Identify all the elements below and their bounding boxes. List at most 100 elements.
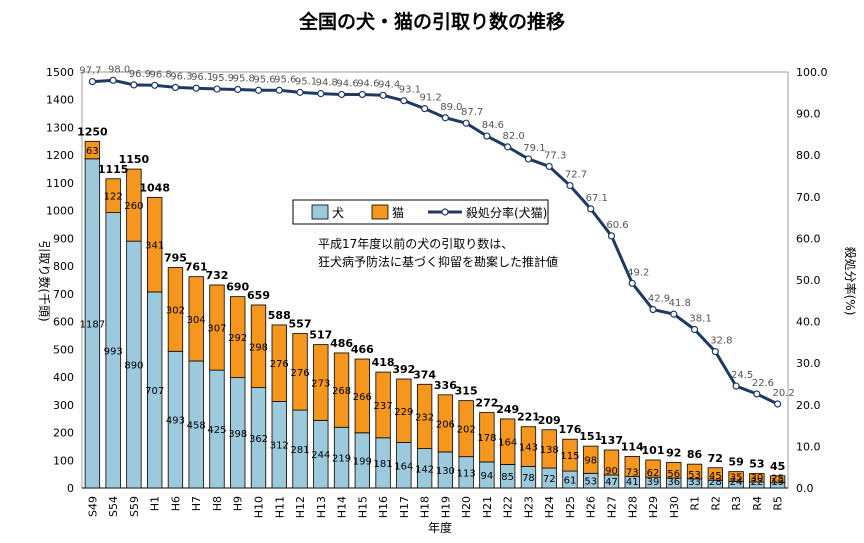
x-tick-label: S54 [107,496,120,517]
label-total: 392 [392,363,415,376]
label-dog: 890 [124,361,143,372]
label-dog: 181 [374,459,393,470]
rate-marker [587,205,595,213]
label-total: 249 [496,403,519,416]
label-cat: 298 [249,342,268,353]
label-dog: 142 [415,464,434,475]
label-rate: 96.8 [150,69,172,80]
bar-cat [313,344,329,421]
rate-marker [171,83,180,91]
label-cat: 45 [709,471,722,482]
label-total: 588 [268,309,291,322]
label-dog: 425 [207,425,226,436]
y2-tick-label: 20.0 [796,399,821,412]
y2-tick-label: 10.0 [796,440,821,453]
bar-cat [209,284,225,371]
y2-tick-label: 80.0 [796,149,821,162]
x-tick-label: H16 [377,496,390,518]
label-dog: 219 [332,454,351,465]
label-total: 53 [749,458,764,471]
x-tick-label: H6 [169,496,182,511]
bar-cat [375,371,391,439]
label-dog: 24 [730,477,743,488]
x-tick-label: R2 [709,496,722,511]
label-total: 315 [455,385,478,398]
rate-marker [607,232,616,240]
y2-axis-label: 殺処分率(%) [843,247,858,316]
label-cat: 62 [647,468,660,479]
label-dog: 72 [543,474,556,485]
label-cat: 260 [124,201,143,212]
label-total: 72 [708,452,723,465]
label-total: 557 [289,318,312,331]
rate-marker [151,81,159,89]
label-cat: 53 [688,470,701,481]
rate-marker [379,91,387,99]
label-total: 732 [205,269,228,282]
label-rate: 24.5 [731,370,753,381]
rate-marker [192,84,200,92]
label-rate: 94.6 [336,78,358,89]
label-rate: 96.9 [129,69,151,80]
x-tick-label: R3 [730,496,743,511]
label-rate: 72.7 [565,170,587,181]
label-dog: 19 [771,477,784,488]
bar-cat [458,400,474,458]
bar-cat [126,168,142,242]
rate-marker [109,76,117,84]
bar-cat [500,418,516,465]
x-tick-label: H28 [626,496,639,518]
y-tick-label: 200 [53,427,74,440]
rate-marker [670,310,678,318]
bar-cat [271,324,287,402]
label-total: 45 [770,460,785,473]
legend: 犬 猫 殺処分率(犬猫) [292,199,549,225]
bar-cat [707,467,723,481]
rate-marker [358,90,366,99]
label-cat: 276 [270,359,289,370]
label-dog: 94 [481,471,494,482]
label-rate: 22.6 [752,378,774,389]
label-rate: 95.8 [233,73,255,84]
x-tick-label: S59 [128,496,141,517]
rate-line [88,76,782,408]
label-cat: 63 [86,146,99,157]
rate-marker [732,382,740,390]
legend-label-dog: 犬 [332,206,344,220]
y-tick-label: 1400 [46,94,74,107]
rate-marker [690,325,699,334]
rate-marker [130,81,138,89]
label-cat: 229 [394,407,413,418]
bar-cat [541,429,557,469]
bar-cat [437,394,454,453]
label-total: 1048 [139,181,170,194]
bar-cat [749,473,765,483]
x-tick-label: R4 [751,496,764,511]
label-dog: 707 [145,386,164,397]
bar-cat [562,438,578,472]
label-rate: 89.0 [440,102,462,113]
y2-tick-label: 90.0 [796,108,821,121]
y-tick-label: 100 [53,454,74,467]
label-cat: 73 [626,468,639,479]
x-tick-label: H25 [564,496,577,518]
axes: 0 100 200 300 400 500 600 700 800 900 1000 1100 1200… [46,66,828,518]
label-dog: 33 [688,477,701,488]
label-total: 1150 [119,153,150,166]
bar-cat [292,333,308,411]
y2-tick-label: 100.0 [796,66,828,79]
label-total: 59 [728,456,743,469]
label-total: 795 [164,252,187,265]
label-rate: 94.8 [316,78,338,89]
bar-cat [147,196,163,293]
bar-cat [167,267,184,352]
label-total: 221 [517,411,540,424]
label-dog: 47 [605,477,618,488]
label-rate: 94.6 [357,78,379,89]
label-rate: 91.2 [419,93,441,104]
label-cat: 122 [104,192,123,203]
label-cat: 341 [145,241,164,252]
label-total: 761 [185,261,208,274]
label-total: 272 [475,397,498,410]
y-tick-label: 500 [53,343,74,356]
